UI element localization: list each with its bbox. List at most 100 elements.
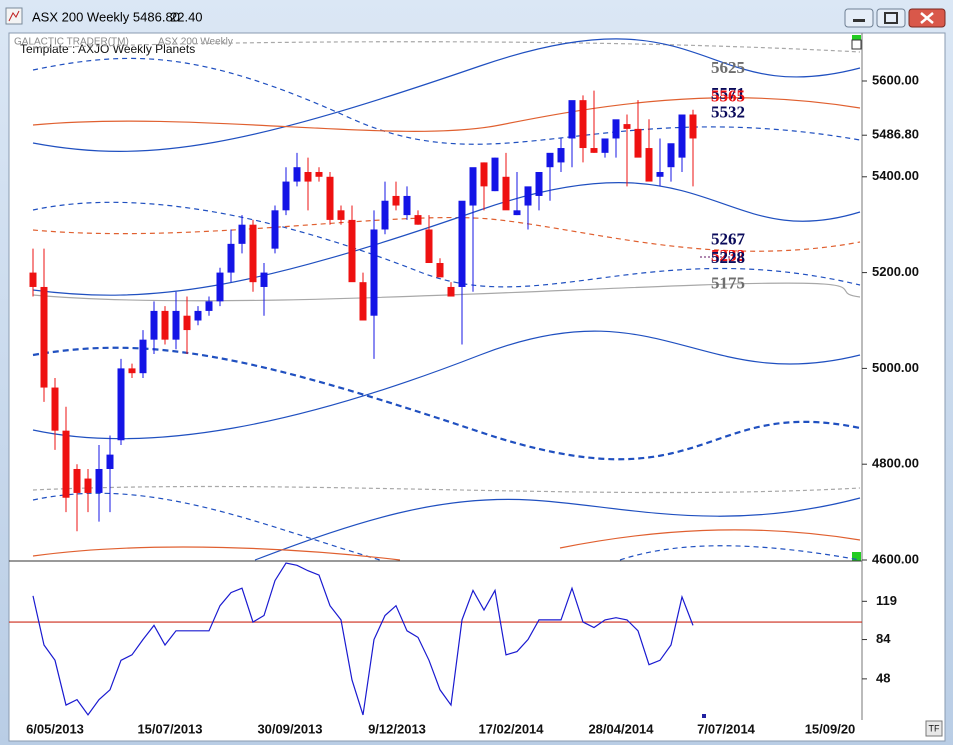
- band-level: 5571: [711, 84, 745, 103]
- band-level: 5532: [711, 102, 745, 121]
- band: [559, 529, 861, 549]
- brand: GALACTIC TRADER(TM): [14, 37, 129, 48]
- candle-body: [381, 200, 389, 230]
- candle-body: [392, 195, 400, 206]
- candle-body: [502, 176, 510, 211]
- window-icon-glyph: [8, 10, 20, 22]
- band-level: 5175: [711, 273, 745, 292]
- candle-body: [117, 368, 125, 441]
- last-price-label: 5486.80: [872, 127, 919, 142]
- band-level: 5228: [711, 248, 745, 267]
- band: [254, 497, 861, 561]
- band: [32, 41, 861, 53]
- candle-body: [546, 152, 554, 168]
- candle-body: [205, 301, 213, 311]
- candle-body: [227, 243, 235, 273]
- candle-body: [315, 171, 323, 177]
- band: [32, 346, 861, 461]
- x-tick-label: 9/12/2013: [368, 721, 426, 736]
- candle-body: [249, 224, 257, 283]
- candle-body: [128, 368, 136, 374]
- candle-body: [293, 167, 301, 182]
- band-level: 5625: [711, 58, 745, 77]
- candle-body: [29, 272, 37, 287]
- candle-body: [535, 171, 543, 196]
- minimize-button[interactable]: [844, 8, 874, 28]
- band: [32, 182, 861, 296]
- candle-body: [260, 272, 268, 287]
- candle-body: [326, 176, 334, 220]
- band-level: 5232: [711, 246, 745, 265]
- minimize-glyph: [853, 19, 865, 22]
- candle-body: [601, 138, 609, 153]
- band: [32, 38, 861, 152]
- candle-body: [645, 148, 653, 182]
- band: [32, 485, 861, 494]
- band: [32, 282, 861, 302]
- y-tick-label: 4600.00: [872, 551, 919, 566]
- candle-body: [425, 229, 433, 264]
- candle-body: [612, 119, 620, 139]
- candle-body: [491, 157, 499, 192]
- band: [32, 546, 401, 561]
- candle-body: [40, 286, 48, 388]
- band-level: 5565: [711, 87, 745, 106]
- y-tick-label: 5200.00: [872, 264, 919, 279]
- restore-glyph: [884, 12, 898, 24]
- candle-body: [656, 171, 664, 177]
- candle-body: [238, 224, 246, 244]
- candle-body: [73, 468, 81, 493]
- close-glyph: [920, 12, 934, 24]
- candle-body: [95, 468, 103, 493]
- x-tick-label: 15/09/20: [805, 721, 856, 736]
- candle-body: [150, 310, 158, 340]
- symbol: ASX 200 Weekly: [158, 37, 233, 48]
- candle-body: [480, 162, 488, 187]
- chart-area: [8, 32, 946, 742]
- restore-button[interactable]: [876, 8, 906, 28]
- time-marker: [702, 714, 706, 718]
- candle-body: [359, 282, 367, 321]
- band: [32, 201, 861, 288]
- band: [32, 57, 861, 145]
- candle-body: [194, 310, 202, 321]
- y-tick-label: 84: [876, 631, 891, 646]
- candle-body: [304, 171, 312, 182]
- x-tick-label: 30/09/2013: [257, 721, 322, 736]
- candle-body: [447, 286, 455, 297]
- candle-body: [623, 124, 631, 129]
- oscillator-line: [32, 562, 694, 716]
- candle-body: [524, 186, 532, 206]
- template: Template : AXJO Weekly Planets: [20, 42, 195, 56]
- candle-body: [161, 310, 169, 340]
- y-tick-label: 48: [876, 670, 890, 685]
- candle-body: [172, 310, 180, 340]
- candle-body: [579, 100, 587, 149]
- candle-body: [348, 219, 356, 283]
- y-tick-label: 119: [876, 593, 897, 608]
- candle-body: [403, 195, 411, 216]
- band: [32, 492, 381, 561]
- planet-bands: [32, 38, 861, 561]
- window-icon: [5, 7, 23, 25]
- candle-body: [689, 114, 697, 139]
- candle-body: [634, 128, 642, 158]
- indicator-box: [851, 39, 862, 50]
- candle-body: [216, 272, 224, 302]
- candle-body: [106, 454, 114, 469]
- candle-body: [678, 114, 686, 158]
- x-tick-label: 15/07/2013: [137, 721, 202, 736]
- candle-body: [590, 148, 598, 153]
- candle-body: [51, 387, 59, 431]
- candle-body: [62, 430, 70, 498]
- tf-button-label: TF: [929, 723, 940, 733]
- tf-button[interactable]: [925, 720, 943, 737]
- candle-body: [469, 167, 477, 206]
- candle-body: [414, 215, 422, 225]
- candle-body: [370, 229, 378, 316]
- candle-body: [557, 148, 565, 163]
- band-level: 5267: [711, 229, 746, 248]
- candle-body: [436, 263, 444, 278]
